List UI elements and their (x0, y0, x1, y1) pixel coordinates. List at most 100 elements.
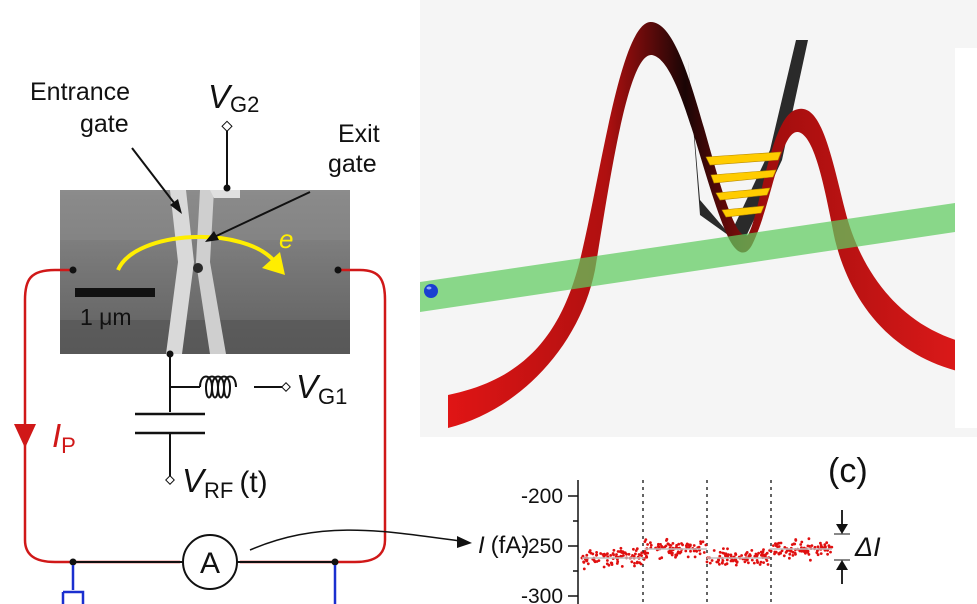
entrance-gate-pointer-head (170, 199, 182, 214)
vg2-node (223, 184, 231, 192)
current-data-point (718, 550, 722, 554)
current-data-point (784, 551, 788, 554)
current-data-point (794, 538, 798, 541)
current-path-right (240, 268, 387, 564)
current-data-point (612, 548, 616, 552)
electron-arrow-head (262, 252, 285, 275)
vg1-label-main: V (296, 368, 321, 405)
vg2-terminal (221, 120, 233, 132)
current-data-point (810, 544, 814, 547)
current-data-point (718, 554, 722, 558)
current-data-point (804, 551, 807, 555)
current-data-point (798, 549, 802, 553)
current-data-point (774, 544, 778, 548)
current-data-point (697, 545, 701, 549)
current-data-point (718, 562, 721, 566)
current-data-point (745, 551, 749, 554)
current-data-point (586, 562, 590, 566)
current-data-point (791, 550, 795, 554)
current-data-point (758, 563, 762, 566)
sem-bottom-region (60, 320, 350, 354)
y-tick-label-300: -300 (521, 585, 563, 604)
current-data-point (748, 554, 752, 558)
energy-level-2 (710, 169, 777, 184)
current-data-point (705, 560, 709, 564)
current-data-point (778, 551, 782, 554)
exit-gate-pointer (211, 191, 311, 239)
current-data-point (768, 549, 771, 552)
current-data-point (635, 561, 639, 565)
energy-level-4 (721, 205, 765, 218)
current-data-point (757, 551, 760, 555)
current-data-point (693, 555, 697, 559)
current-data-point (807, 537, 811, 541)
current-data-point (611, 552, 615, 555)
current-data-point (830, 545, 834, 549)
current-data-point (663, 545, 667, 549)
current-data-point (816, 545, 820, 549)
scale-bar (75, 288, 155, 297)
current-data-point (686, 555, 690, 559)
current-data-point (806, 544, 810, 548)
y-axis-label: I (fA) (478, 532, 529, 559)
current-data-point (777, 541, 781, 545)
current-data-point (725, 558, 729, 562)
energy-level-1 (705, 151, 782, 166)
inductor-coil (199, 375, 237, 399)
current-data-point (780, 549, 784, 553)
ip-label-main: I (52, 417, 61, 454)
current-data-point (782, 554, 786, 558)
current-data-point (657, 542, 660, 546)
exit-gate-label-line1: Exit (338, 120, 380, 148)
current-data-point (640, 551, 644, 555)
current-data-point (816, 549, 819, 553)
current-data-point (627, 552, 631, 556)
current-data-point (669, 549, 673, 553)
current-data-point (752, 561, 756, 565)
current-data-point (633, 564, 636, 568)
current-data-point (606, 552, 609, 556)
current-data-point (643, 540, 647, 543)
panel-c-label: (c) (828, 452, 868, 490)
current-data-point (764, 553, 768, 556)
vrf-label: VRF (t) (182, 462, 268, 503)
current-data-point (634, 549, 638, 552)
current-data-point (753, 554, 757, 558)
current-data-point (595, 553, 598, 557)
current-data-point (762, 548, 765, 551)
current-data-point (819, 544, 823, 547)
y-tick-label-250: -250 (521, 535, 563, 558)
current-data-point (619, 549, 623, 553)
current-data-point (809, 558, 812, 562)
exit-gate-label-line2: gate (328, 150, 377, 178)
ammeter-to-plot-arrow (249, 529, 461, 551)
current-data-point (724, 554, 727, 558)
current-data-point (585, 553, 589, 557)
current-data-point (602, 565, 606, 569)
circuit-wiring (14, 120, 472, 604)
current-data-point (743, 560, 747, 564)
ip-label-sub: P (61, 433, 76, 458)
current-data-point (816, 553, 820, 557)
current-data-point (722, 547, 725, 550)
energy-level-3 (715, 187, 771, 201)
y-tick-label-200: -200 (521, 485, 563, 508)
current-data-point (819, 552, 823, 555)
current-data-point (792, 542, 796, 546)
fermi-level-band (420, 203, 955, 312)
vg1-label: VG1 (296, 368, 347, 409)
current-data-point (774, 550, 778, 554)
current-path-left (23, 268, 180, 564)
current-data-point (644, 551, 648, 555)
current-data-point (701, 540, 705, 544)
current-data-point (750, 558, 754, 562)
current-data-point (755, 553, 759, 557)
current-data-point (623, 551, 627, 555)
current-data-point (720, 561, 724, 564)
current-data-point (726, 547, 729, 551)
current-data-point (620, 565, 624, 568)
entrance-gate-finger (166, 190, 194, 354)
current-data-point (581, 554, 585, 558)
level-lines (582, 548, 832, 559)
